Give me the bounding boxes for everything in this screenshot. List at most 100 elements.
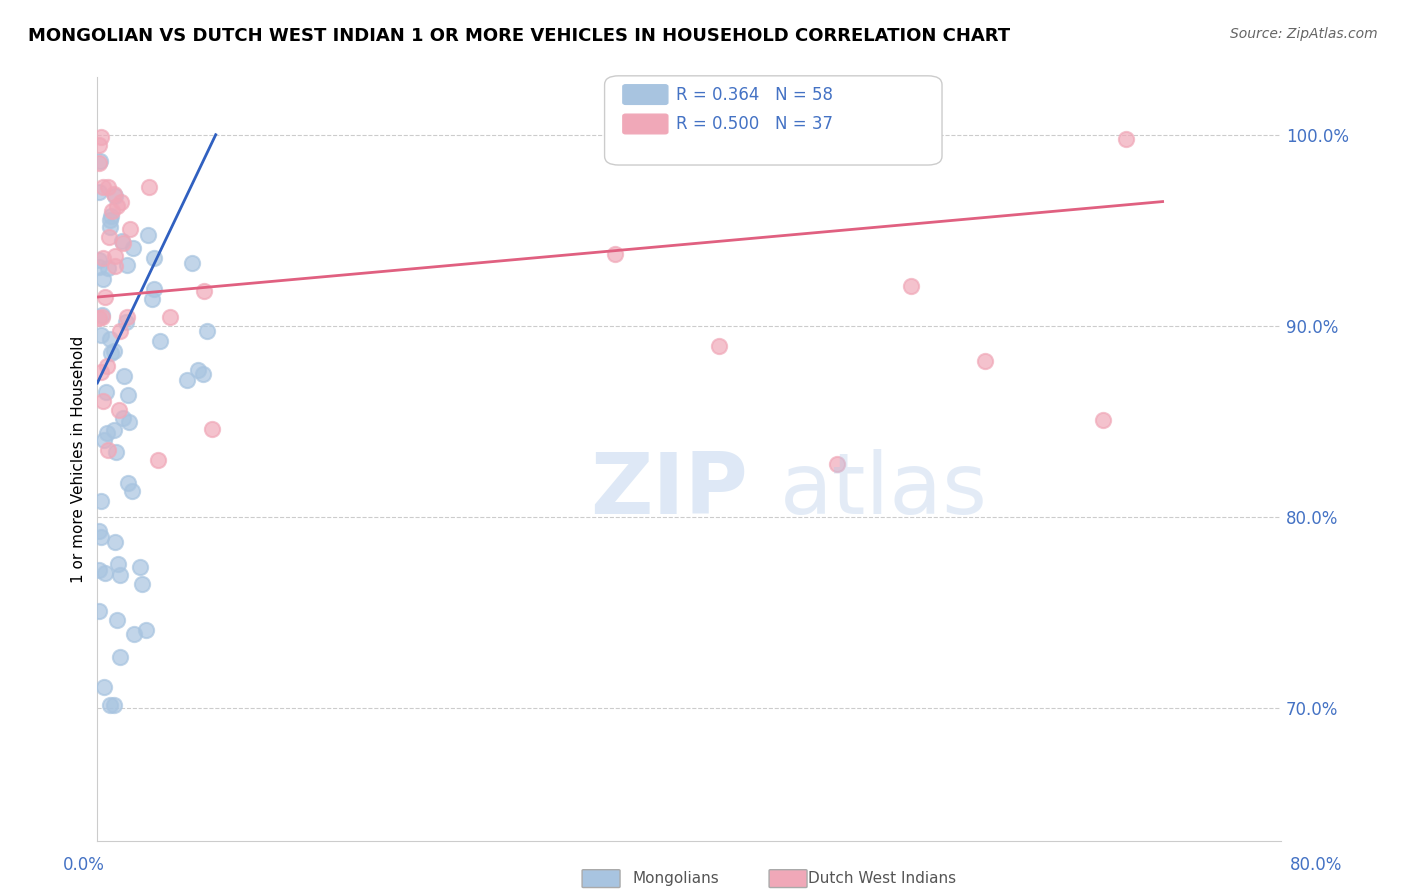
Text: MONGOLIAN VS DUTCH WEST INDIAN 1 OR MORE VEHICLES IN HOUSEHOLD CORRELATION CHART: MONGOLIAN VS DUTCH WEST INDIAN 1 OR MORE… [28, 27, 1011, 45]
Point [108, 403, 131, 417]
Point [103, 343, 125, 358]
Point [87, 563, 110, 577]
Point [118, 416, 141, 430]
Point [187, 363, 209, 377]
Point [87, 253, 110, 268]
Point [93, 433, 115, 447]
Point [90, 365, 112, 379]
Point [90, 308, 112, 322]
Point [146, 452, 169, 467]
Point [111, 410, 134, 425]
Point [117, 387, 139, 401]
Point [115, 315, 138, 329]
Point [121, 484, 143, 499]
Point [131, 577, 153, 591]
Point [97, 230, 120, 244]
Text: Mongolians: Mongolians [633, 871, 720, 886]
Point [97, 179, 120, 194]
Point [104, 534, 127, 549]
Point [104, 249, 127, 263]
Point [201, 422, 224, 436]
Point [103, 698, 125, 712]
Point [707, 339, 730, 353]
Point [111, 234, 134, 248]
Point [98, 698, 121, 713]
Point [115, 310, 138, 325]
Point [98, 219, 121, 234]
Point [159, 310, 181, 324]
Point [89, 153, 111, 168]
Point [117, 476, 139, 491]
Text: 80.0%: 80.0% [1291, 856, 1343, 874]
Point [93, 272, 115, 286]
Point [110, 195, 132, 210]
Point [93, 680, 115, 694]
Point [91, 310, 114, 324]
Text: R = 0.364   N = 58: R = 0.364 N = 58 [676, 86, 834, 103]
Point [87, 185, 110, 199]
Point [181, 256, 204, 270]
Point [193, 284, 215, 298]
Text: Source: ZipAtlas.com: Source: ZipAtlas.com [1230, 27, 1378, 41]
Point [108, 650, 131, 665]
Point [138, 180, 160, 194]
Point [100, 209, 122, 223]
Point [110, 324, 132, 338]
Point [112, 369, 135, 384]
Point [1115, 131, 1137, 145]
Point [143, 282, 166, 296]
Point [90, 494, 112, 508]
Point [87, 310, 110, 325]
Point [825, 457, 848, 471]
Point [89, 524, 111, 538]
Point [176, 373, 198, 387]
Point [93, 393, 115, 408]
Point [115, 258, 138, 272]
Point [96, 359, 118, 374]
Point [104, 188, 127, 202]
Point [135, 624, 157, 638]
Point [193, 367, 215, 381]
Point [91, 179, 114, 194]
Point [101, 204, 124, 219]
Point [94, 566, 117, 580]
Point [141, 292, 163, 306]
Point [94, 385, 117, 400]
Point [100, 346, 122, 360]
Point [122, 241, 145, 255]
Point [94, 290, 117, 304]
Point [107, 558, 129, 572]
Point [97, 260, 120, 275]
Point [105, 199, 128, 213]
Point [90, 327, 112, 342]
Text: atlas: atlas [780, 449, 988, 533]
Point [104, 259, 127, 273]
Point [89, 156, 111, 170]
Point [105, 613, 128, 627]
Point [138, 227, 160, 242]
Point [103, 423, 125, 437]
Point [149, 334, 172, 349]
Point [118, 222, 141, 236]
Text: 0.0%: 0.0% [63, 856, 105, 874]
Point [90, 130, 112, 145]
Point [97, 443, 120, 458]
Point [605, 246, 627, 260]
Point [142, 252, 165, 266]
Point [90, 530, 112, 544]
Point [105, 445, 128, 459]
Point [122, 626, 145, 640]
Text: Dutch West Indians: Dutch West Indians [808, 871, 956, 886]
Point [87, 260, 110, 274]
Point [128, 559, 150, 574]
Point [87, 138, 110, 153]
Point [87, 604, 110, 618]
Point [108, 568, 131, 582]
Point [195, 324, 218, 338]
Point [98, 213, 121, 227]
Point [1092, 413, 1115, 427]
Point [100, 332, 122, 346]
Y-axis label: 1 or more Vehicles in Household: 1 or more Vehicles in Household [72, 335, 86, 583]
Point [103, 186, 125, 201]
Text: ZIP: ZIP [591, 449, 748, 533]
